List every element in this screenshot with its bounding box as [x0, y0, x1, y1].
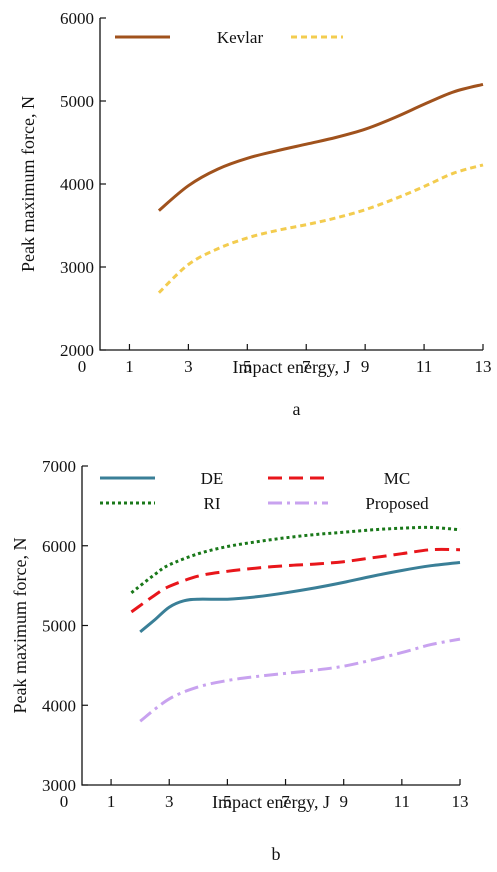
- series-line-a-1: [157, 163, 484, 294]
- x-tick-label-a: 7: [302, 357, 311, 376]
- series-line-b-1: [130, 547, 461, 614]
- x-tick-label-a: 0: [78, 357, 87, 376]
- x-tick-label-a: 5: [243, 357, 252, 376]
- panel-caption-b: b: [272, 844, 281, 864]
- series-line-a-0: [157, 82, 484, 212]
- x-axis-label-b: Impact energy, J: [212, 792, 330, 812]
- legend-label-b-3: Proposed: [365, 494, 429, 513]
- legend-label-a-0: Kevlar: [217, 28, 264, 47]
- x-tick-label-b: 13: [452, 792, 469, 811]
- y-tick-label-a: 2000: [60, 341, 94, 360]
- y-tick-label-b: 5000: [42, 617, 76, 636]
- legend-label-b-0: DE: [201, 469, 224, 488]
- y-axis-label-a: Peak maximum force, N: [18, 96, 38, 272]
- y-tick-label-a: 4000: [60, 175, 94, 194]
- legend-label-b-1: MC: [384, 469, 410, 488]
- series-line-b-3: [139, 637, 461, 723]
- x-tick-label-b: 5: [223, 792, 232, 811]
- y-tick-label-b: 6000: [42, 537, 76, 556]
- y-tick-label-a: 6000: [60, 9, 94, 28]
- axes-frame-a: [99, 18, 483, 351]
- series-line-b-2: [130, 525, 461, 594]
- x-tick-label-b: 1: [107, 792, 116, 811]
- x-tick-label-b: 11: [394, 792, 410, 811]
- legend-label-b-2: RI: [204, 494, 221, 513]
- x-tick-label-a: 1: [125, 357, 134, 376]
- x-tick-label-a: 9: [361, 357, 370, 376]
- x-tick-label-b: 3: [165, 792, 174, 811]
- y-tick-label-a: 5000: [60, 92, 94, 111]
- x-tick-label-a: 13: [475, 357, 492, 376]
- panel-caption-a: a: [293, 399, 301, 419]
- y-tick-label-b: 3000: [42, 776, 76, 795]
- y-axis-label-b: Peak maximum force, N: [10, 538, 30, 714]
- x-tick-label-b: 9: [339, 792, 348, 811]
- axes-frame-b: [81, 466, 460, 786]
- x-tick-label-a: 11: [416, 357, 432, 376]
- y-tick-label-a: 3000: [60, 258, 94, 277]
- y-tick-label-b: 4000: [42, 696, 76, 715]
- x-tick-label-a: 3: [184, 357, 193, 376]
- y-tick-label-b: 7000: [42, 457, 76, 476]
- x-tick-label-b: 0: [60, 792, 69, 811]
- series-line-b-0: [139, 561, 461, 634]
- x-axis-label-a: Impact energy, J: [233, 357, 351, 377]
- x-tick-label-b: 7: [281, 792, 290, 811]
